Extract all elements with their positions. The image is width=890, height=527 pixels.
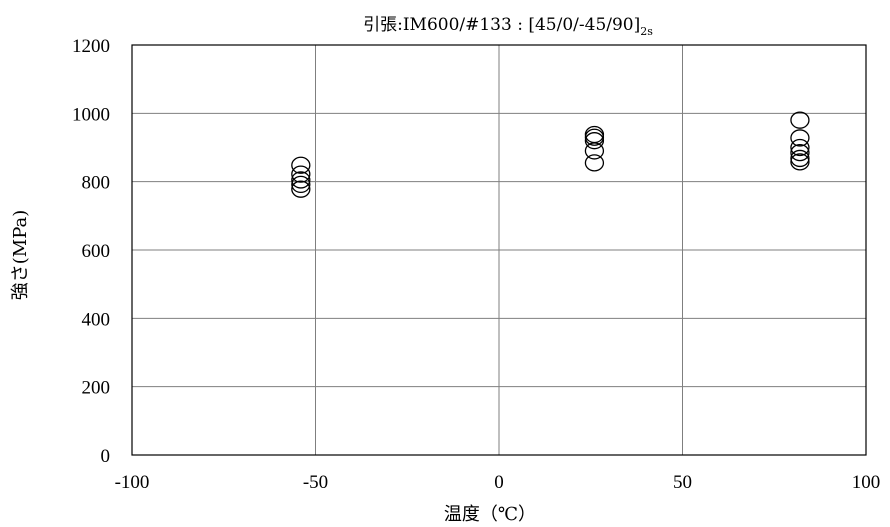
x-tick-labels: -100 -50 0 50 100 <box>115 472 881 493</box>
data-point <box>790 149 810 168</box>
x-tick-label: -50 <box>303 472 328 493</box>
data-point <box>790 138 810 157</box>
data-point <box>584 154 605 172</box>
y-tick-label: 1000 <box>72 104 110 125</box>
data-point <box>790 129 810 147</box>
data-point <box>790 153 810 171</box>
y-tick-label: 800 <box>82 173 111 194</box>
data-points <box>291 111 810 198</box>
data-point <box>291 180 311 198</box>
x-tick-label: -100 <box>115 472 150 493</box>
y-tick-label: 1200 <box>72 36 110 57</box>
y-tick-label: 0 <box>101 446 111 467</box>
data-point <box>291 175 311 194</box>
y-tick-label: 200 <box>82 378 111 399</box>
x-tick-label: 0 <box>494 472 504 493</box>
data-point <box>291 171 311 189</box>
data-point <box>291 165 311 183</box>
grid-lines <box>132 45 866 455</box>
data-point <box>790 143 810 162</box>
chart-title: 引張:IM600/#133 : [45/0/-45/90]2s <box>363 15 653 38</box>
y-tick-label: 400 <box>82 309 111 330</box>
plot-area-frame <box>131 44 867 456</box>
data-point <box>584 142 605 160</box>
y-tick-label: 600 <box>82 241 111 262</box>
data-point <box>291 156 311 174</box>
x-axis-label: 温度（℃） <box>444 504 536 525</box>
chart-title-main: 引張:IM600/#133 : [45/0/-45/90] <box>363 15 640 35</box>
data-point <box>584 132 605 150</box>
x-tick-label: 50 <box>673 472 692 493</box>
x-tick-label: 100 <box>852 472 881 493</box>
data-point <box>584 128 605 146</box>
y-axis-label: 強さ(MPa) <box>10 210 31 301</box>
data-point <box>790 111 810 129</box>
chart-title-subscript: 2s <box>640 25 653 38</box>
y-tick-labels: 0 200 400 600 800 1000 1200 <box>72 36 110 467</box>
